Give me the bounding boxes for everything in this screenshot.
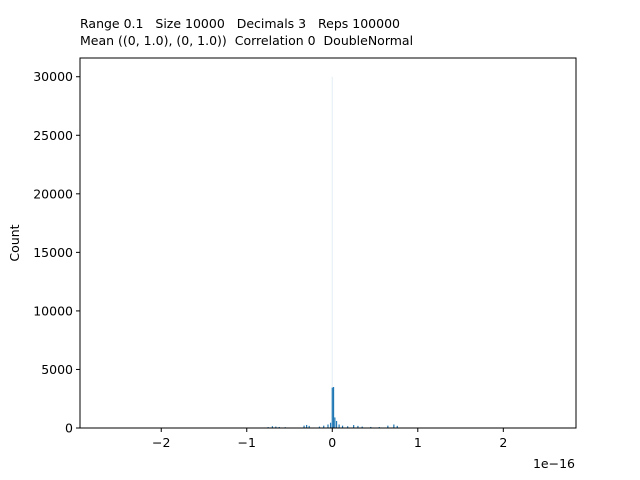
histogram-bar bbox=[323, 425, 325, 428]
histogram-bar bbox=[329, 422, 332, 428]
chart-title-line-1: Range 0.1 Size 10000 Decimals 3 Reps 100… bbox=[80, 16, 400, 31]
x-axis-offset-label: 1e−16 bbox=[533, 456, 575, 471]
x-tick-label: −1 bbox=[238, 435, 256, 450]
histogram-bar bbox=[387, 425, 389, 428]
histogram-bar bbox=[332, 387, 335, 428]
y-tick-label: 0 bbox=[65, 421, 73, 436]
histogram-bar bbox=[271, 426, 274, 428]
histogram-bars bbox=[267, 76, 398, 428]
histogram-bar bbox=[331, 387, 333, 428]
histogram-bar bbox=[370, 426, 372, 428]
x-tick-label: 1 bbox=[414, 435, 422, 450]
histogram-bar bbox=[278, 426, 280, 428]
y-tick-label: 25000 bbox=[33, 128, 73, 143]
y-tick-label: 20000 bbox=[33, 186, 73, 201]
y-axis-label: Count bbox=[7, 224, 22, 261]
plot-frame bbox=[79, 57, 577, 429]
histogram-bar bbox=[327, 424, 329, 428]
chart-title-line-2: Mean ((0, 1.0), (0, 1.0)) Correlation 0 … bbox=[80, 33, 414, 48]
y-tick-label: 30000 bbox=[33, 69, 73, 84]
histogram-bar bbox=[334, 417, 336, 428]
histogram-bar bbox=[318, 426, 321, 428]
histogram-bar bbox=[393, 424, 395, 428]
histogram-bar bbox=[347, 426, 349, 428]
histogram-bar bbox=[353, 425, 355, 428]
histogram-bar bbox=[341, 425, 344, 428]
histogram-bar bbox=[308, 425, 310, 428]
histogram-bar bbox=[335, 420, 338, 428]
x-tick-label: −2 bbox=[152, 435, 170, 450]
x-tick-label: 2 bbox=[499, 435, 507, 450]
histogram-bar bbox=[275, 426, 277, 428]
histogram-bar bbox=[303, 425, 305, 428]
histogram-bar bbox=[306, 424, 308, 428]
histogram-bar bbox=[357, 425, 359, 428]
y-tick-label: 15000 bbox=[33, 245, 73, 260]
y-tick-label: 5000 bbox=[41, 362, 73, 377]
y-tick-label: 10000 bbox=[33, 303, 73, 318]
x-tick-label: 0 bbox=[328, 435, 336, 450]
histogram-bar bbox=[361, 426, 363, 428]
histogram-bar bbox=[338, 424, 340, 428]
y-axis: 0 5000 10000 15000 20000 25000 30000 bbox=[33, 69, 80, 436]
histogram-bar bbox=[396, 425, 398, 428]
x-axis: −2 −1 0 1 2 bbox=[152, 428, 507, 450]
